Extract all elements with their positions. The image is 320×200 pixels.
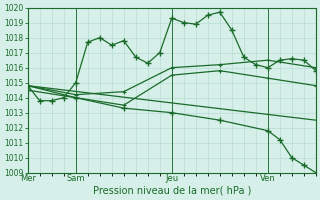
X-axis label: Pression niveau de la mer( hPa ): Pression niveau de la mer( hPa ) xyxy=(92,186,251,196)
